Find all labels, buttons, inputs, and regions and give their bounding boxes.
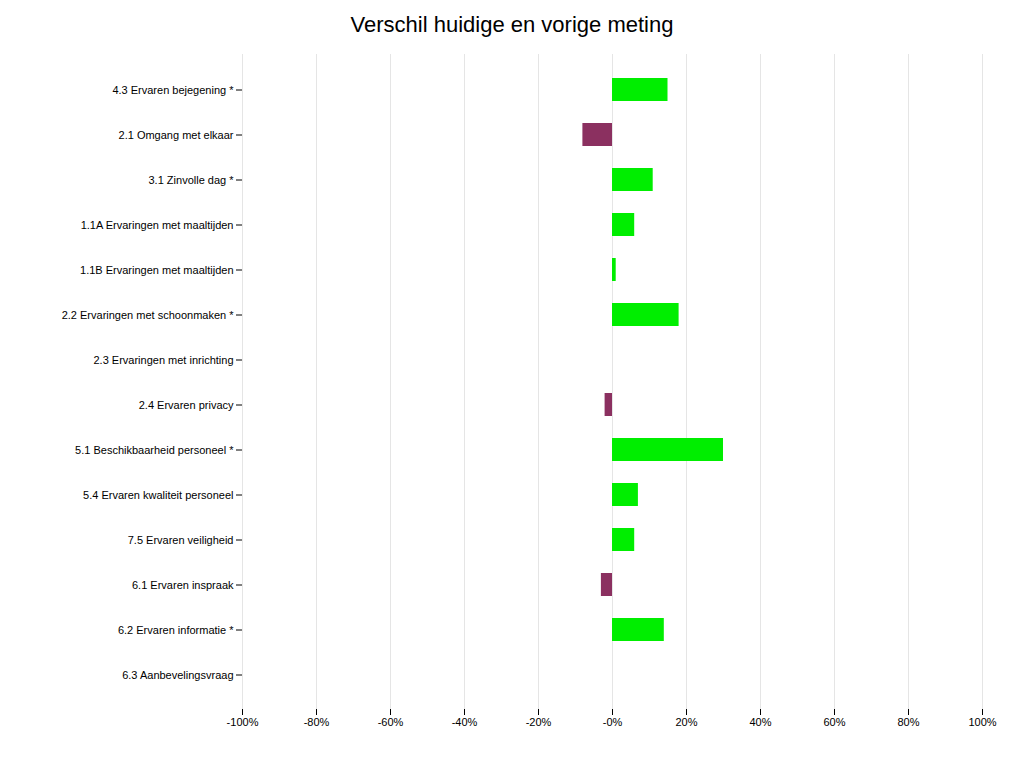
- svg-text:1.1A Ervaringen met maaltijden: 1.1A Ervaringen met maaltijden: [81, 219, 234, 231]
- svg-text:2.2 Ervaringen met schoonmaken: 2.2 Ervaringen met schoonmaken *: [62, 309, 235, 321]
- svg-text:2.4 Ervaren privacy: 2.4 Ervaren privacy: [139, 399, 234, 411]
- svg-text:-60%: -60%: [378, 716, 404, 728]
- svg-text:20%: 20%: [675, 716, 697, 728]
- svg-text:-100%: -100%: [227, 716, 259, 728]
- svg-text:80%: 80%: [897, 716, 919, 728]
- svg-text:7.5 Ervaren veiligheid: 7.5 Ervaren veiligheid: [128, 534, 234, 546]
- svg-text:100%: 100%: [968, 716, 996, 728]
- svg-text:40%: 40%: [749, 716, 771, 728]
- svg-text:5.1 Beschikbaarheid personeel: 5.1 Beschikbaarheid personeel *: [75, 444, 234, 456]
- svg-text:3.1 Zinvolle dag *: 3.1 Zinvolle dag *: [149, 174, 235, 186]
- svg-text:6.3 Aanbevelingsvraag: 6.3 Aanbevelingsvraag: [122, 669, 233, 681]
- svg-text:4.3 Ervaren bejegening *: 4.3 Ervaren bejegening *: [112, 84, 234, 96]
- svg-text:-40%: -40%: [452, 716, 478, 728]
- svg-text:-20%: -20%: [526, 716, 552, 728]
- svg-text:2.3 Ervaringen met inrichting: 2.3 Ervaringen met inrichting: [93, 354, 233, 366]
- svg-text:-0%: -0%: [603, 716, 623, 728]
- html-text:Verschil huidige en vorige met: Verschil huidige en vorige meting: [350, 12, 674, 37]
- svg-text:5.4 Ervaren kwaliteit personee: 5.4 Ervaren kwaliteit personeel: [83, 489, 233, 501]
- svg-text:-80%: -80%: [304, 716, 330, 728]
- svg-text:2.1 Omgang met elkaar: 2.1 Omgang met elkaar: [119, 129, 234, 141]
- svg-text:6.2 Ervaren informatie *: 6.2 Ervaren informatie *: [118, 624, 234, 636]
- svg-text:6.1 Ervaren inspraak: 6.1 Ervaren inspraak: [132, 579, 234, 591]
- svg-text:60%: 60%: [823, 716, 845, 728]
- svg-text:1.1B Ervaringen met maaltijden: 1.1B Ervaringen met maaltijden: [80, 264, 233, 276]
